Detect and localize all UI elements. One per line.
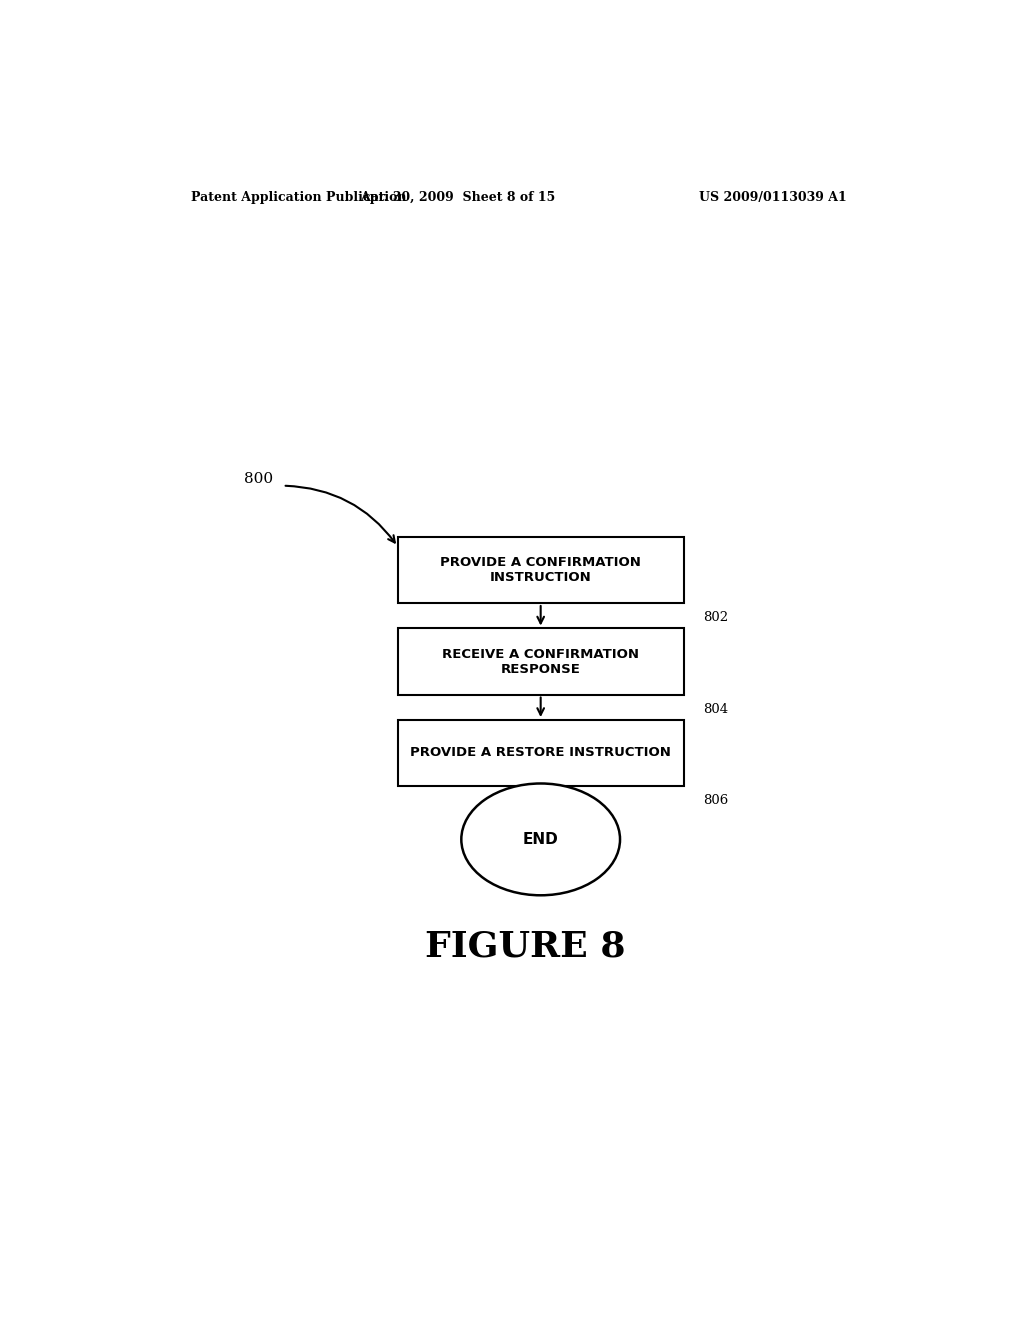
Ellipse shape [461,784,621,895]
Text: 800: 800 [245,471,273,486]
Text: PROVIDE A CONFIRMATION
INSTRUCTION: PROVIDE A CONFIRMATION INSTRUCTION [440,556,641,583]
FancyBboxPatch shape [397,719,684,785]
Text: US 2009/0113039 A1: US 2009/0113039 A1 [699,191,847,203]
Text: Patent Application Publication: Patent Application Publication [191,191,407,203]
Text: 806: 806 [703,795,729,807]
Text: PROVIDE A RESTORE INSTRUCTION: PROVIDE A RESTORE INSTRUCTION [411,747,671,759]
FancyBboxPatch shape [397,537,684,603]
Text: END: END [523,832,558,847]
FancyBboxPatch shape [397,628,684,694]
Text: 802: 802 [703,611,728,624]
Text: Apr. 30, 2009  Sheet 8 of 15: Apr. 30, 2009 Sheet 8 of 15 [359,191,555,203]
Text: RECEIVE A CONFIRMATION
RESPONSE: RECEIVE A CONFIRMATION RESPONSE [442,648,639,676]
Text: 804: 804 [703,702,728,715]
Text: FIGURE 8: FIGURE 8 [425,929,625,964]
